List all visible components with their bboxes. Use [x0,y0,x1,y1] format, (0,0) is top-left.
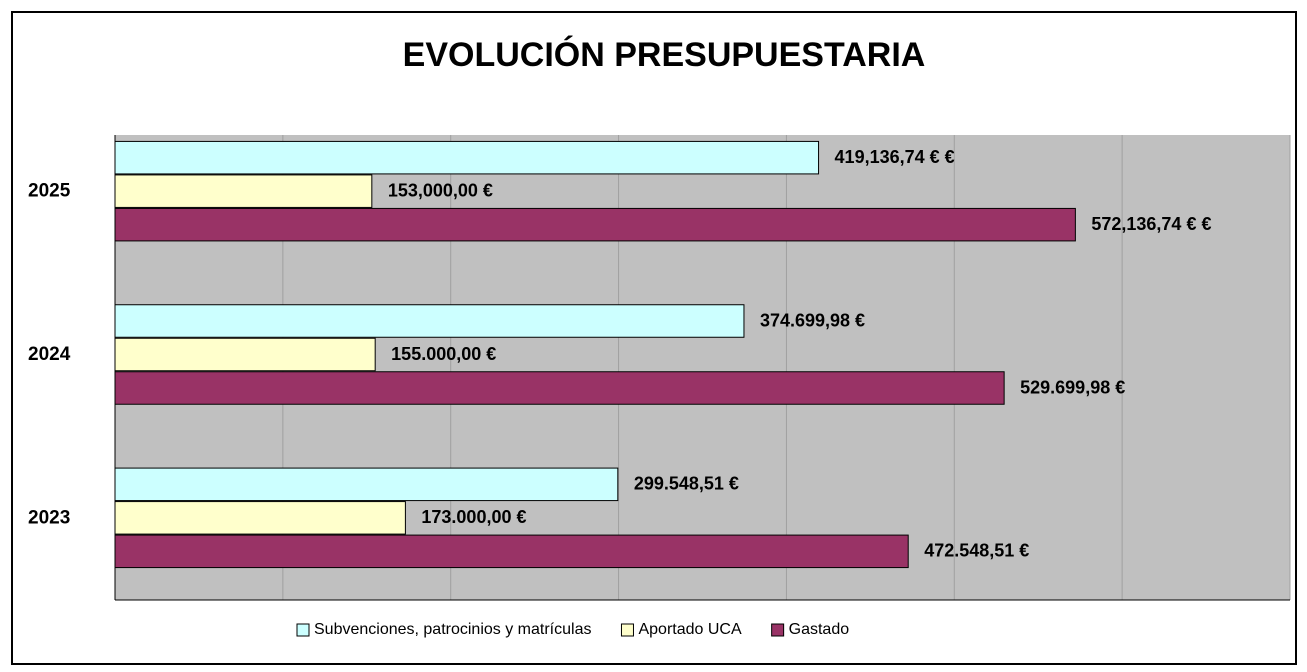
data-label: 529.699,98 € [1020,377,1125,397]
bar [114,140,820,175]
legend-swatch [296,623,310,637]
y-tick-label: 2024 [28,344,71,365]
legend-swatch [620,623,634,637]
bar [114,337,376,372]
bar [114,371,1005,405]
bar [114,534,909,569]
legend-label: Aportado UCA [638,621,741,638]
bar [114,174,373,208]
data-label: 173.000,00 € [421,507,526,527]
data-label: 472.548,51 € [924,541,1029,561]
data-label: 155.000,00 € [391,344,496,364]
chart-title: EVOLUCIÓN PRESUPUESTARIA [403,36,926,74]
data-label: 374.699,98 € [760,310,865,330]
data-label: 419,136,74 € € [835,147,955,167]
data-label: 572,136,74 € € [1091,214,1211,234]
bar [114,467,619,502]
legend-label: Subvenciones, patrocinios y matrículas [314,621,591,638]
data-label: 153,000,00 € [388,180,493,200]
legend-label: Gastado [789,621,850,638]
bar [114,501,406,535]
legend-swatch [771,623,785,637]
y-tick-label: 2025 [28,181,71,202]
y-tick-label: 2023 [28,507,70,528]
bar [114,304,745,338]
bar [114,207,1076,242]
data-label: 299.548,51 € [634,474,739,494]
